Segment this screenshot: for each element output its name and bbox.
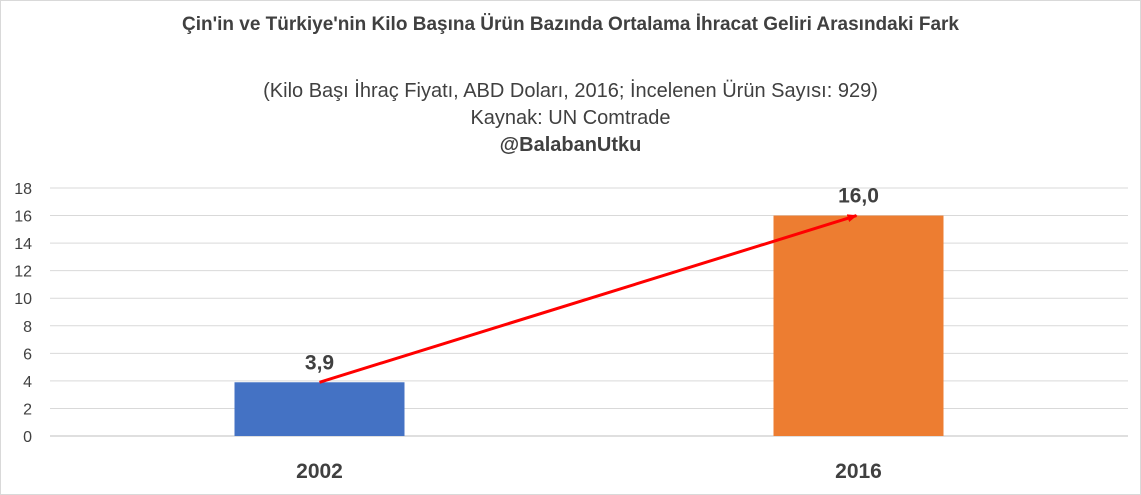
y-tick-label: 0 [23, 429, 32, 446]
y-tick-label: 14 [14, 236, 32, 253]
y-tick-label: 8 [23, 319, 32, 336]
data-label: 3,9 [305, 351, 334, 374]
y-tick-label: 6 [23, 346, 32, 363]
x-tick-label: 2002 [296, 460, 343, 483]
subtitle-line-1: (Kilo Başı İhraç Fiyatı, ABD Doları, 201… [263, 80, 878, 102]
trend-arrow [319, 214, 858, 384]
bar-2016 [773, 215, 944, 436]
y-tick-label: 12 [14, 264, 32, 281]
y-tick-label: 16 [14, 209, 32, 226]
data-label: 16,0 [838, 185, 879, 208]
chart-title: Çin'in ve Türkiye'nin Kilo Başına Ürün B… [181, 14, 959, 35]
bar-2002 [234, 382, 405, 436]
credit-handle: @BalabanUtku [499, 134, 642, 156]
y-tick-label: 4 [23, 374, 32, 391]
y-tick-label: 2 [23, 401, 32, 418]
y-tick-label: 18 [14, 181, 32, 198]
x-tick-label: 2016 [835, 460, 882, 483]
chart-subtitle: (Kilo Başı İhraç Fiyatı, ABD Doları, 201… [0, 78, 1141, 159]
subtitle-line-2: Kaynak: UN Comtrade [470, 107, 671, 129]
y-tick-label: 10 [14, 291, 32, 308]
